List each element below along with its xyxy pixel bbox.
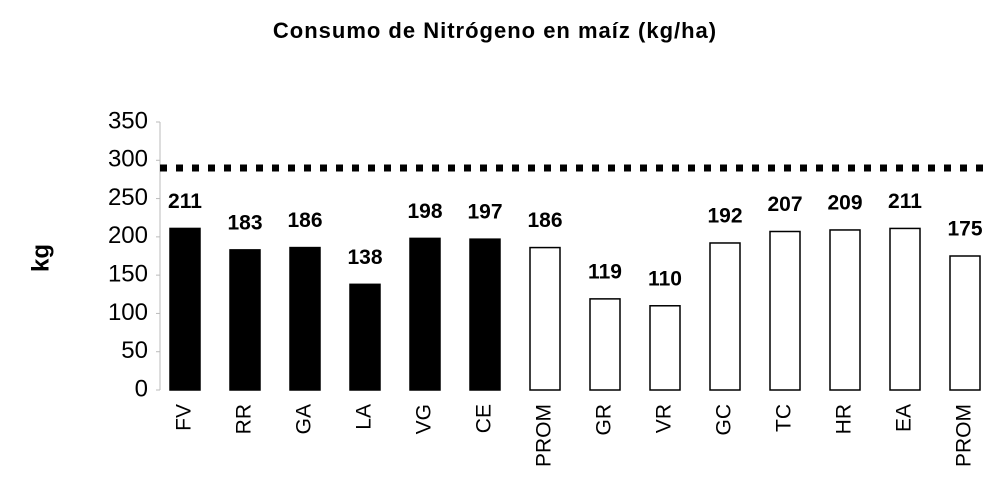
value-label: 198 xyxy=(407,200,442,223)
value-label: 211 xyxy=(168,190,202,213)
y-tick-label: 200 xyxy=(108,222,148,249)
x-tick-label: HR xyxy=(833,404,856,434)
x-tick-label: EA xyxy=(893,404,916,432)
bar xyxy=(469,238,501,391)
bar xyxy=(769,230,801,391)
y-tick-label: 100 xyxy=(108,299,148,326)
y-tick-label: 350 xyxy=(108,107,148,134)
x-tick-label: VG xyxy=(413,404,436,434)
x-tick-label: GC xyxy=(713,404,736,436)
x-tick-label: VR xyxy=(653,404,676,433)
y-tick-label: 0 xyxy=(135,375,148,402)
bar xyxy=(529,246,561,391)
value-label: 207 xyxy=(767,193,802,216)
value-label: 183 xyxy=(227,211,262,234)
value-label: 209 xyxy=(827,192,862,215)
y-axis-label: kg xyxy=(27,244,54,272)
value-label: 211 xyxy=(888,190,922,213)
x-tick-label: FV xyxy=(173,404,196,431)
value-label: 175 xyxy=(947,218,982,241)
bar xyxy=(829,229,861,391)
bar xyxy=(649,305,681,391)
x-tick-label: LA xyxy=(353,404,376,430)
x-tick-label: GA xyxy=(293,404,316,434)
y-tick-label: 50 xyxy=(121,337,148,364)
value-label: 138 xyxy=(347,246,382,269)
bar xyxy=(889,227,921,391)
x-tick-label: CE xyxy=(473,404,496,433)
bar xyxy=(589,298,621,391)
y-tick-label: 150 xyxy=(108,260,148,287)
bar xyxy=(229,249,261,391)
x-tick-label: TC xyxy=(773,404,796,432)
bar xyxy=(169,227,201,391)
value-label: 197 xyxy=(467,201,502,224)
value-label: 119 xyxy=(588,260,622,283)
value-label: 186 xyxy=(527,209,562,232)
chart-title: Consumo de Nitrógeno en maíz (kg/ha) xyxy=(273,18,717,43)
bar xyxy=(409,237,441,391)
x-tick-label: PROM xyxy=(533,404,556,467)
x-tick-label: GR xyxy=(593,404,616,436)
value-label: 110 xyxy=(648,267,682,290)
x-tick-label: PROM xyxy=(953,404,976,467)
value-label: 192 xyxy=(707,205,742,228)
bar xyxy=(349,283,381,391)
value-label: 186 xyxy=(287,209,322,232)
bar xyxy=(949,255,981,391)
y-tick-label: 300 xyxy=(108,146,148,173)
bar xyxy=(289,246,321,391)
y-tick-label: 250 xyxy=(108,184,148,211)
x-tick-label: RR xyxy=(233,404,256,434)
bar xyxy=(709,242,741,391)
